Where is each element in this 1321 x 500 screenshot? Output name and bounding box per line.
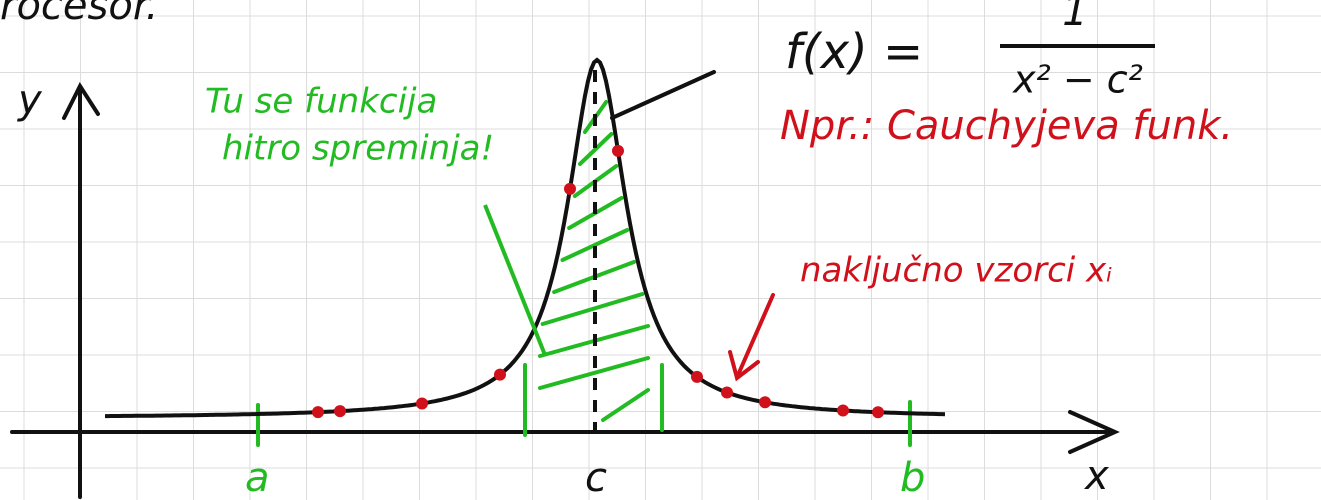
green-pointer <box>485 205 545 355</box>
formula-numerator: 1 <box>1062 0 1087 35</box>
whiteboard: rocesoř. y x a c b Tu se funkcija hitro … <box>0 0 1321 500</box>
sample-dot <box>691 371 703 383</box>
point-a: a <box>245 455 270 500</box>
green-note: Tu se funkcija <box>205 82 437 122</box>
pointer-line <box>612 72 714 118</box>
red-arrow <box>730 295 773 378</box>
red-sampling: naključno vzorci xᵢ <box>800 251 1112 291</box>
sample-dot <box>494 369 506 381</box>
sample-dot <box>837 404 849 416</box>
sample-dot <box>416 397 428 409</box>
red-example: Npr.: Cauchyjeva funk. <box>780 103 1233 149</box>
x-label: x <box>1083 453 1109 499</box>
formula-lhs: f(x) = <box>785 24 923 80</box>
green-note: hitro spreminja! <box>222 129 494 169</box>
hatch-line <box>603 390 648 420</box>
sample-dot <box>334 405 346 417</box>
y-label: y <box>17 77 43 123</box>
sample-dot <box>872 406 884 418</box>
sample-dot <box>312 406 324 418</box>
sample-dot <box>721 387 733 399</box>
sample-dot <box>564 183 576 195</box>
point-b: b <box>900 455 925 500</box>
point-c: c <box>585 455 607 500</box>
sample-dot <box>612 145 624 157</box>
formula-denominator: x² − c² <box>1012 58 1143 102</box>
sample-dot <box>759 396 771 408</box>
header-text: rocesoř. <box>0 0 158 29</box>
